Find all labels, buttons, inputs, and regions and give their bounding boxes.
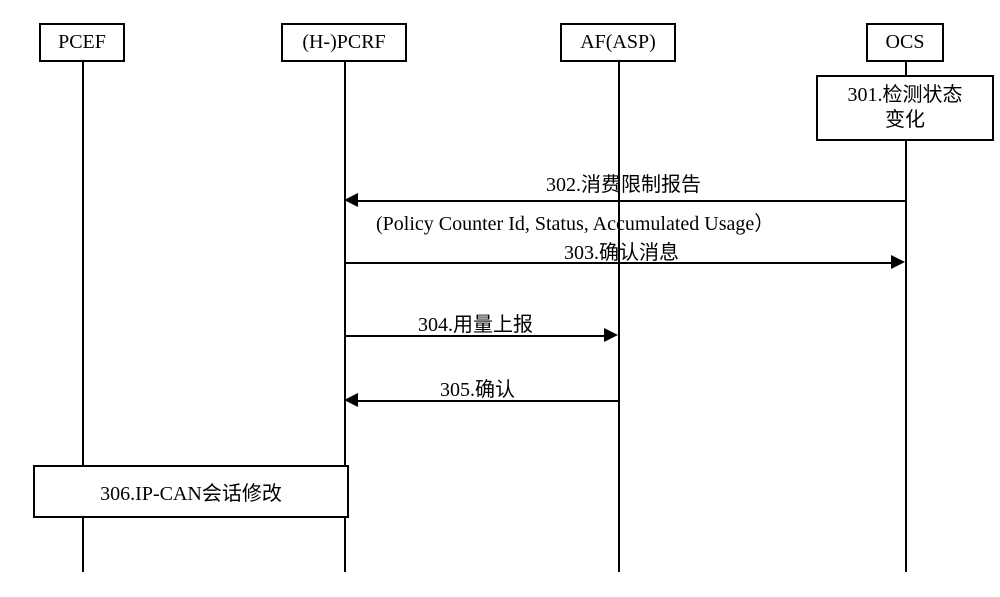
- step-303-label: 303.确认消息: [564, 236, 679, 265]
- step-305-arrow-line: [358, 400, 618, 402]
- step-303-arrow-line: [344, 262, 891, 264]
- lifeline-af: [618, 61, 620, 572]
- step-305-label: 305.确认: [440, 373, 515, 402]
- step-302-label: 302.消费限制报告: [546, 168, 701, 197]
- step-305-arrow-head: [344, 393, 358, 407]
- step-303-arrow-head: [891, 255, 905, 269]
- actor-pcef: PCEF: [39, 23, 125, 62]
- actor-pcrf: (H-)PCRF: [281, 23, 407, 62]
- step-301-box: 301.检测状态 变化: [816, 75, 994, 141]
- step-304-label: 304.用量上报: [418, 308, 533, 337]
- step-306-box: 306.IP-CAN会话修改: [33, 465, 349, 518]
- actor-af: AF(ASP): [560, 23, 676, 62]
- actor-ocs: OCS: [866, 23, 944, 62]
- step-304-arrow-line: [344, 335, 604, 337]
- step-301-label-line2: 变化: [885, 109, 925, 131]
- step-304-arrow-head: [604, 328, 618, 342]
- step-301-label-line1: 301.检测状态: [848, 84, 963, 106]
- step-302-sublabel: (Policy Counter Id, Status, Accumulated …: [376, 207, 774, 236]
- step-302-arrow-line: [358, 200, 905, 202]
- sequence-diagram: PCEF (H-)PCRF AF(ASP) OCS 301.检测状态 变化 30…: [0, 0, 1000, 597]
- step-302-arrow-head: [344, 193, 358, 207]
